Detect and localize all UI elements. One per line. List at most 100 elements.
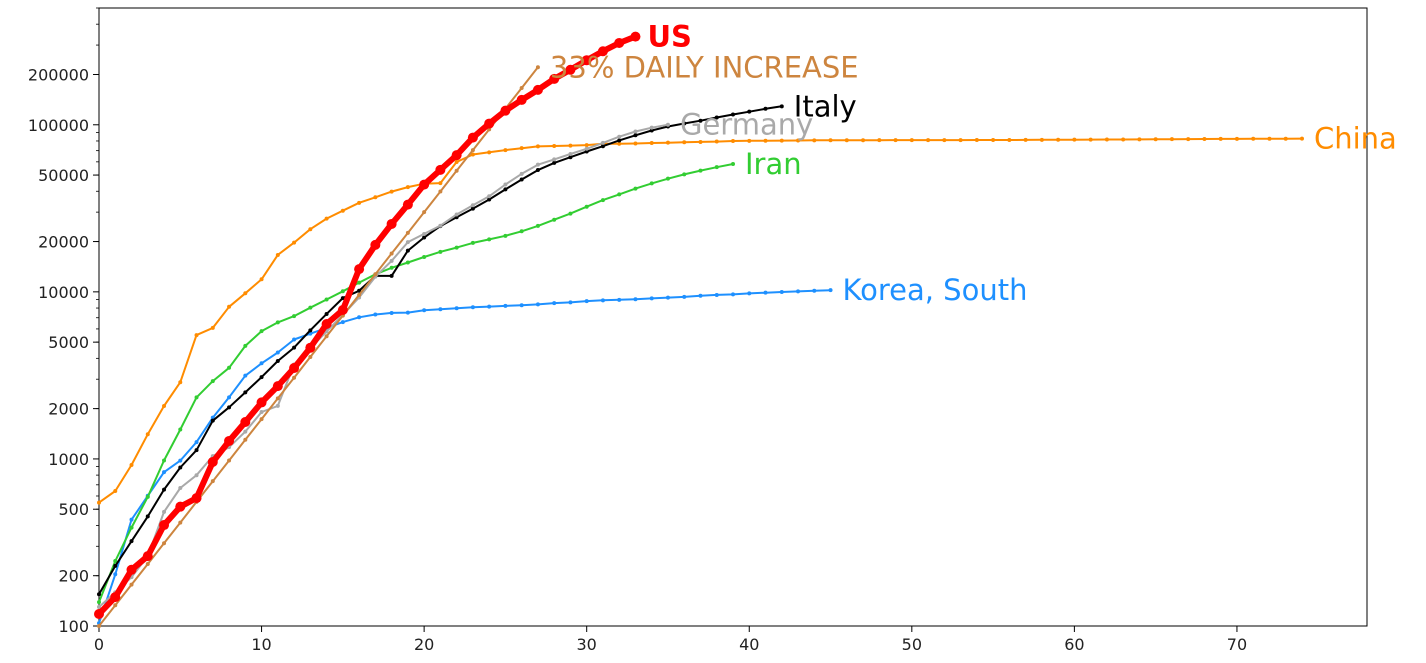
point-italy-27 — [535, 168, 540, 173]
point-us-26 — [516, 94, 527, 105]
point-china-1 — [113, 488, 118, 493]
point-china-70 — [1234, 136, 1239, 141]
point-china-28 — [552, 144, 557, 149]
point-33-daily-increase-8 — [227, 458, 232, 463]
x-tick-label-3: 30 — [577, 635, 597, 654]
point-germany-29 — [568, 151, 573, 156]
point-korea-south-31 — [600, 298, 605, 303]
point-33-daily-increase-9 — [243, 437, 248, 442]
point-33-daily-increase-5 — [178, 520, 183, 525]
y-tick-label-5: 5000 — [48, 333, 89, 352]
point-china-3 — [145, 432, 150, 437]
point-us-32 — [614, 37, 625, 48]
point-china-30 — [584, 143, 589, 148]
point-korea-south-33 — [633, 297, 638, 302]
point-china-7 — [210, 325, 215, 330]
point-korea-south-21 — [438, 307, 443, 312]
point-korea-south-2 — [129, 517, 134, 522]
point-korea-south-10 — [259, 361, 264, 366]
x-axis: 0 10 20 30 40 50 60 70 — [94, 626, 1247, 654]
point-iran-3 — [145, 494, 150, 499]
point-iran-36 — [682, 172, 687, 177]
point-us-19 — [402, 199, 413, 210]
series-label-china: China — [1314, 122, 1397, 156]
point-iran-19 — [405, 260, 410, 265]
point-us-1 — [110, 592, 121, 603]
point-china-24 — [487, 150, 492, 155]
point-korea-south-8 — [227, 395, 232, 400]
point-us-16 — [354, 264, 365, 275]
point-germany-4 — [162, 509, 167, 514]
point-korea-south-28 — [552, 301, 557, 306]
point-us-33 — [630, 31, 641, 42]
point-33-daily-increase-19 — [405, 230, 410, 235]
point-korea-south-11 — [275, 350, 280, 355]
point-us-27 — [532, 84, 543, 95]
point-33-daily-increase-10 — [259, 417, 264, 422]
x-tick-label-6: 60 — [1064, 635, 1084, 654]
point-33-daily-increase-23 — [470, 148, 475, 153]
point-china-38 — [714, 139, 719, 144]
point-korea-south-18 — [389, 310, 394, 315]
point-iran-33 — [633, 186, 638, 191]
point-italy-23 — [470, 206, 475, 211]
series-label-korea-south: Korea, South — [843, 273, 1028, 307]
point-italy-38 — [714, 115, 719, 120]
point-china-8 — [227, 304, 232, 309]
point-italy-8 — [227, 405, 232, 410]
point-33-daily-increase-26 — [519, 86, 524, 91]
y-tick-label-4: 2000 — [48, 400, 89, 419]
point-italy-41 — [763, 106, 768, 111]
point-italy-14 — [324, 311, 329, 316]
point-korea-south-22 — [454, 306, 459, 311]
point-italy-15 — [340, 296, 345, 301]
point-italy-7 — [210, 418, 215, 423]
point-iran-21 — [438, 249, 443, 254]
point-iran-9 — [243, 343, 248, 348]
y-tick-label-9: 100000 — [28, 116, 89, 135]
point-china-59 — [1056, 137, 1061, 142]
point-italy-9 — [243, 390, 248, 395]
point-china-60 — [1072, 137, 1077, 142]
point-korea-south-43 — [796, 289, 801, 294]
point-us-9 — [240, 417, 251, 428]
point-germany-18 — [389, 258, 394, 263]
point-china-69 — [1218, 136, 1223, 141]
point-33-daily-increase-22 — [454, 168, 459, 173]
point-33-daily-increase-14 — [324, 334, 329, 339]
point-china-21 — [438, 181, 443, 186]
x-tick-label-7: 70 — [1227, 635, 1247, 654]
plot-area — [98, 7, 1368, 627]
point-korea-south-34 — [649, 296, 654, 301]
point-us-20 — [419, 179, 430, 190]
point-us-14 — [321, 318, 332, 329]
point-china-71 — [1251, 136, 1256, 141]
point-33-daily-increase-4 — [162, 541, 167, 546]
point-germany-35 — [665, 122, 670, 127]
point-germany-22 — [454, 212, 459, 217]
point-korea-south-39 — [731, 292, 735, 297]
point-33-daily-increase-18 — [389, 251, 394, 256]
point-korea-south-20 — [422, 308, 427, 313]
point-germany-6 — [194, 473, 199, 478]
point-korea-south-15 — [340, 320, 345, 325]
point-33-daily-increase-12 — [292, 375, 297, 380]
series-line-germany — [98, 123, 669, 608]
point-korea-south-42 — [779, 290, 784, 295]
point-korea-south-23 — [470, 305, 475, 310]
point-33-daily-increase-27 — [535, 65, 540, 70]
point-italy-29 — [568, 155, 573, 160]
x-tick-label-0: 0 — [94, 635, 104, 654]
point-italy-32 — [617, 138, 622, 143]
point-china-40 — [747, 138, 752, 143]
point-italy-37 — [698, 118, 703, 123]
point-china-32 — [617, 141, 622, 146]
x-tick-label-5: 50 — [902, 635, 922, 654]
point-china-47 — [861, 138, 866, 143]
point-china-65 — [1153, 137, 1158, 142]
series-line-iran — [98, 163, 734, 603]
point-iran-10 — [259, 329, 264, 334]
point-us-15 — [337, 305, 348, 316]
point-germany-27 — [535, 162, 540, 167]
